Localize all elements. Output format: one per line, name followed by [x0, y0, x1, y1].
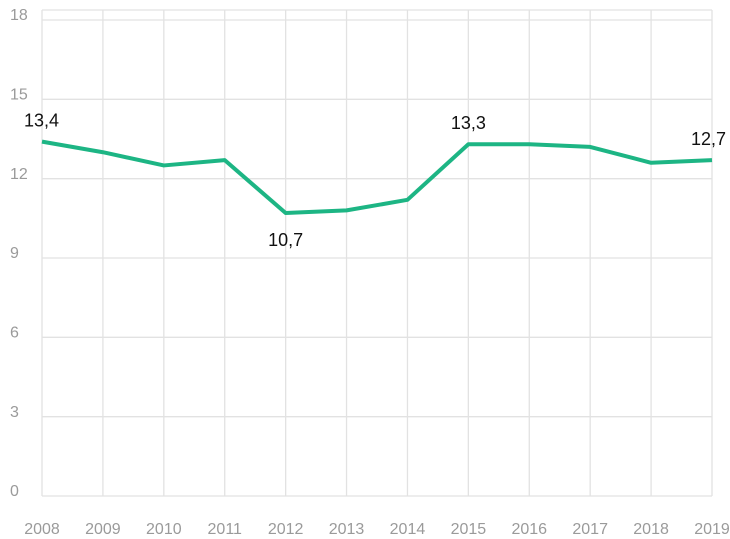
line-series: [41, 139, 713, 216]
x-tick-label: 2016: [511, 521, 547, 538]
y-tick-label: 9: [10, 245, 19, 262]
x-tick-label: 2018: [633, 521, 669, 538]
x-tick-label: 2019: [694, 521, 730, 538]
x-tick-label: 2014: [390, 521, 426, 538]
y-tick-label: 12: [10, 166, 28, 183]
y-tick-label: 6: [10, 325, 19, 342]
x-tick-label: 2012: [268, 521, 304, 538]
x-tick-label: 2015: [451, 521, 487, 538]
x-tick-label: 2010: [146, 521, 182, 538]
x-tick-label: 2011: [208, 521, 243, 538]
y-tick-label: 3: [10, 404, 19, 421]
y-tick-label: 18: [10, 7, 28, 24]
x-tick-label: 2013: [329, 521, 365, 538]
y-tick-label: 15: [10, 87, 28, 104]
x-tick-label: 2008: [24, 521, 60, 538]
value-label: 12,7: [691, 129, 726, 149]
x-tick-label: 2017: [572, 521, 608, 538]
x-tick-label: 2009: [85, 521, 121, 538]
value-label: 10,7: [268, 230, 303, 250]
y-tick-label: 0: [10, 483, 19, 500]
value-label: 13,4: [24, 110, 59, 130]
value-label: 13,3: [451, 113, 486, 133]
